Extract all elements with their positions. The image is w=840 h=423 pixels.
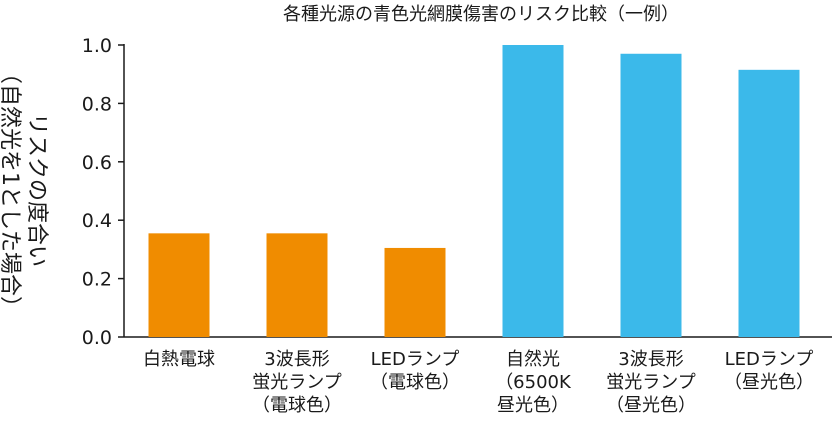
x-category-label-line: 自然光 bbox=[506, 349, 560, 370]
chart-title: 各種光源の青色光網膜傷害のリスク比較（一例） bbox=[283, 4, 679, 25]
x-category-label-line: （6500K bbox=[495, 372, 572, 393]
x-category-label: 3波長形蛍光ランプ（昼光色） bbox=[606, 349, 696, 416]
x-category-label-line: 3波長形 bbox=[264, 349, 329, 370]
y-tick-label: 1.0 bbox=[82, 35, 112, 57]
x-category-label-line: 白熱電球 bbox=[143, 349, 215, 370]
x-category-label-line: （電球色） bbox=[252, 395, 342, 416]
x-category-label: 白熱電球 bbox=[143, 349, 215, 370]
x-category-label-line: 昼光色） bbox=[497, 395, 569, 416]
x-category-label: LEDランプ（昼光色） bbox=[724, 349, 814, 393]
bar bbox=[148, 233, 210, 337]
bar bbox=[384, 247, 446, 337]
x-category-label-line: 3波長形 bbox=[618, 349, 683, 370]
y-axis-label-sub: （自然光を1とした場合） bbox=[0, 62, 22, 318]
y-tick-label: 0.6 bbox=[82, 152, 112, 174]
y-axis-label: （自然光を1とした場合） リスクの度合い bbox=[0, 62, 49, 318]
x-category-label: 3波長形蛍光ランプ（電球色） bbox=[252, 349, 342, 416]
bars bbox=[148, 45, 800, 337]
x-category-label-line: 蛍光ランプ bbox=[252, 372, 341, 393]
x-category-label-line: （昼光色） bbox=[724, 372, 814, 393]
x-category-label-line: LEDランプ bbox=[725, 349, 814, 370]
x-category-label-line: 蛍光ランプ bbox=[606, 372, 695, 393]
y-tick-label: 0.2 bbox=[82, 269, 112, 291]
x-category-label-line: LEDランプ bbox=[371, 349, 460, 370]
category-labels: 白熱電球 3波長形蛍光ランプ（電球色）LEDランプ（電球色）自然光（6500K 昼光… bbox=[143, 349, 814, 416]
bar bbox=[502, 45, 564, 337]
y-ticks: 0.0 0.2 0.4 0.6 0.8 1.0 bbox=[82, 35, 124, 349]
bar bbox=[620, 53, 682, 337]
x-category-label-line: （電球色） bbox=[370, 372, 460, 393]
y-tick-label: 0.8 bbox=[82, 93, 112, 115]
x-category-label: 自然光（6500K 昼光色） bbox=[495, 349, 572, 416]
bar bbox=[266, 233, 328, 337]
y-tick-label: 0.0 bbox=[82, 327, 112, 349]
y-tick-label: 0.4 bbox=[82, 210, 112, 232]
x-category-label-line: （昼光色） bbox=[606, 395, 696, 416]
x-category-label: LEDランプ（電球色） bbox=[370, 349, 460, 393]
bar bbox=[738, 69, 800, 337]
y-axis-label-main: リスクの度合い bbox=[24, 113, 49, 267]
